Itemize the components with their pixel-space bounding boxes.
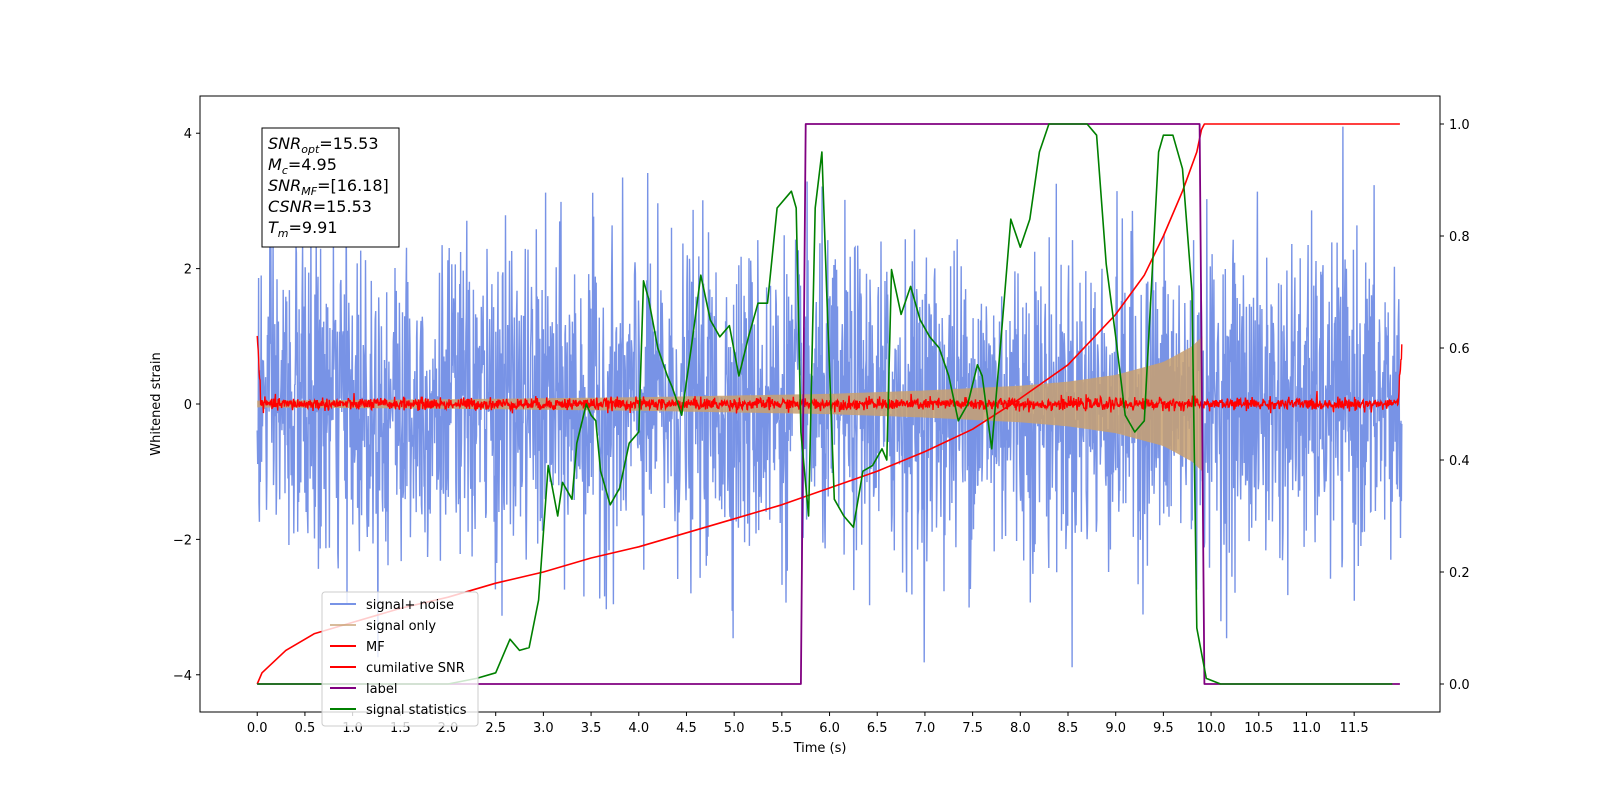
x-tick-label: 7.0 [915, 721, 936, 736]
x-tick-label: 5.5 [772, 721, 793, 736]
y-axis-right: 0.0 0.2 0.4 0.6 0.8 1.0 [1440, 118, 1470, 693]
x-tick-label: 0.0 [247, 721, 268, 736]
y2-tick-label: 0.8 [1449, 230, 1470, 245]
y-axis-left: −4 −2 0 2 4 [173, 127, 200, 684]
x-tick-label: 10.0 [1197, 721, 1226, 736]
legend-label: signal statistics [366, 703, 467, 718]
legend: signal+ noise signal only MF cumilative SNR… [321, 591, 479, 727]
annotation-line: Tm=9.91 [268, 218, 338, 240]
x-tick-label: 2.5 [485, 721, 506, 736]
legend-label: cumilative SNR [366, 661, 465, 676]
x-tick-label: 9.0 [1105, 721, 1126, 736]
legend-label: MF [366, 640, 385, 655]
stats-annotation-box: SNRopt=15.53Mc=4.95SNRMF=[16.18]CSNR=15.… [261, 127, 400, 248]
x-tick-label: 8.0 [1010, 721, 1031, 736]
y-tick-label: −2 [173, 533, 192, 548]
x-tick-label: 6.5 [867, 721, 888, 736]
y-tick-label: 4 [184, 127, 192, 142]
y2-tick-label: 0.6 [1449, 342, 1470, 357]
y-tick-label: −4 [173, 669, 192, 684]
x-axis-label: Time (s) [793, 741, 847, 756]
legend-frame [321, 591, 479, 727]
legend-label: signal only [366, 619, 436, 634]
series-signal-statistics [257, 123, 1393, 685]
x-tick-label: 6.0 [819, 721, 840, 736]
x-tick-label: 3.5 [581, 721, 602, 736]
x-tick-label: 9.5 [1153, 721, 1174, 736]
annotation-line: Mc=4.95 [268, 155, 337, 177]
y2-tick-label: 1.0 [1449, 118, 1470, 133]
x-tick-label: 3.0 [533, 721, 554, 736]
y-tick-label: 0 [184, 398, 192, 413]
y2-tick-label: 0.0 [1449, 678, 1470, 693]
series-signal-plus-noise [256, 126, 1403, 668]
annotation-line: CSNR=15.53 [268, 197, 372, 216]
x-tick-label: 11.5 [1340, 721, 1369, 736]
y-tick-label: 2 [184, 263, 192, 278]
x-tick-label: 0.5 [295, 721, 316, 736]
x-tick-label: 5.0 [724, 721, 745, 736]
x-tick-label: 4.5 [676, 721, 697, 736]
annotation-line: SNRopt=15.53 [268, 134, 379, 156]
legend-label: label [366, 682, 397, 697]
y2-tick-label: 0.4 [1449, 454, 1470, 469]
x-tick-label: 8.5 [1058, 721, 1079, 736]
x-tick-label: 11.0 [1292, 721, 1321, 736]
series-mf [256, 335, 1403, 414]
annotation-line: SNRMF=[16.18] [268, 176, 389, 198]
legend-label: signal+ noise [366, 598, 454, 613]
x-tick-label: 10.5 [1244, 721, 1273, 736]
x-tick-label: 7.5 [962, 721, 983, 736]
y-axis-label: Whitened strain [149, 352, 164, 455]
annotation-frame [261, 127, 400, 248]
x-tick-label: 4.0 [628, 721, 649, 736]
y2-tick-label: 0.2 [1449, 566, 1470, 581]
